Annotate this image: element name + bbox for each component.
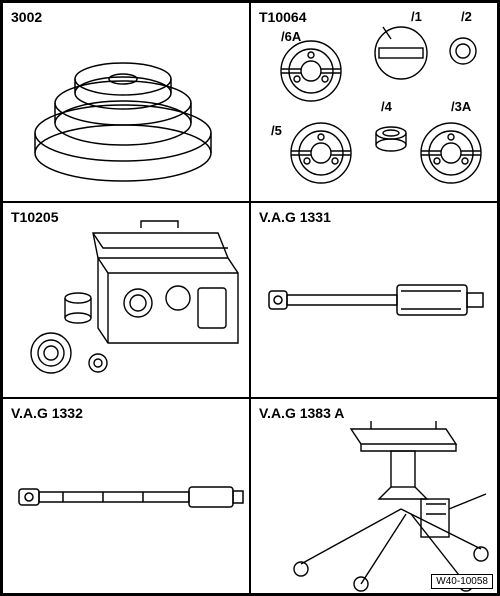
tool-3002-drawing [3, 3, 250, 201]
tool-vag1332-drawing [3, 399, 250, 593]
cell-t10064: T10064 /6A /1 /2 /5 /4 /3A [250, 2, 498, 202]
cell-vag1331: V.A.G 1331 [250, 202, 498, 398]
cell-vag1383a: V.A.G 1383 A [250, 398, 498, 594]
tool-t10064-drawing [251, 3, 498, 201]
tool-vag1331-drawing [251, 203, 498, 397]
cell-3002: 3002 [2, 2, 250, 202]
cell-vag1332: V.A.G 1332 [2, 398, 250, 594]
tool-grid: 3002 T10064 /6A /1 /2 /5 [0, 0, 500, 596]
tool-t10205-drawing [3, 203, 250, 397]
tool-vag1383a-drawing [251, 399, 498, 593]
cell-t10205: T10205 [2, 202, 250, 398]
reference-number: W40-10058 [431, 574, 493, 589]
